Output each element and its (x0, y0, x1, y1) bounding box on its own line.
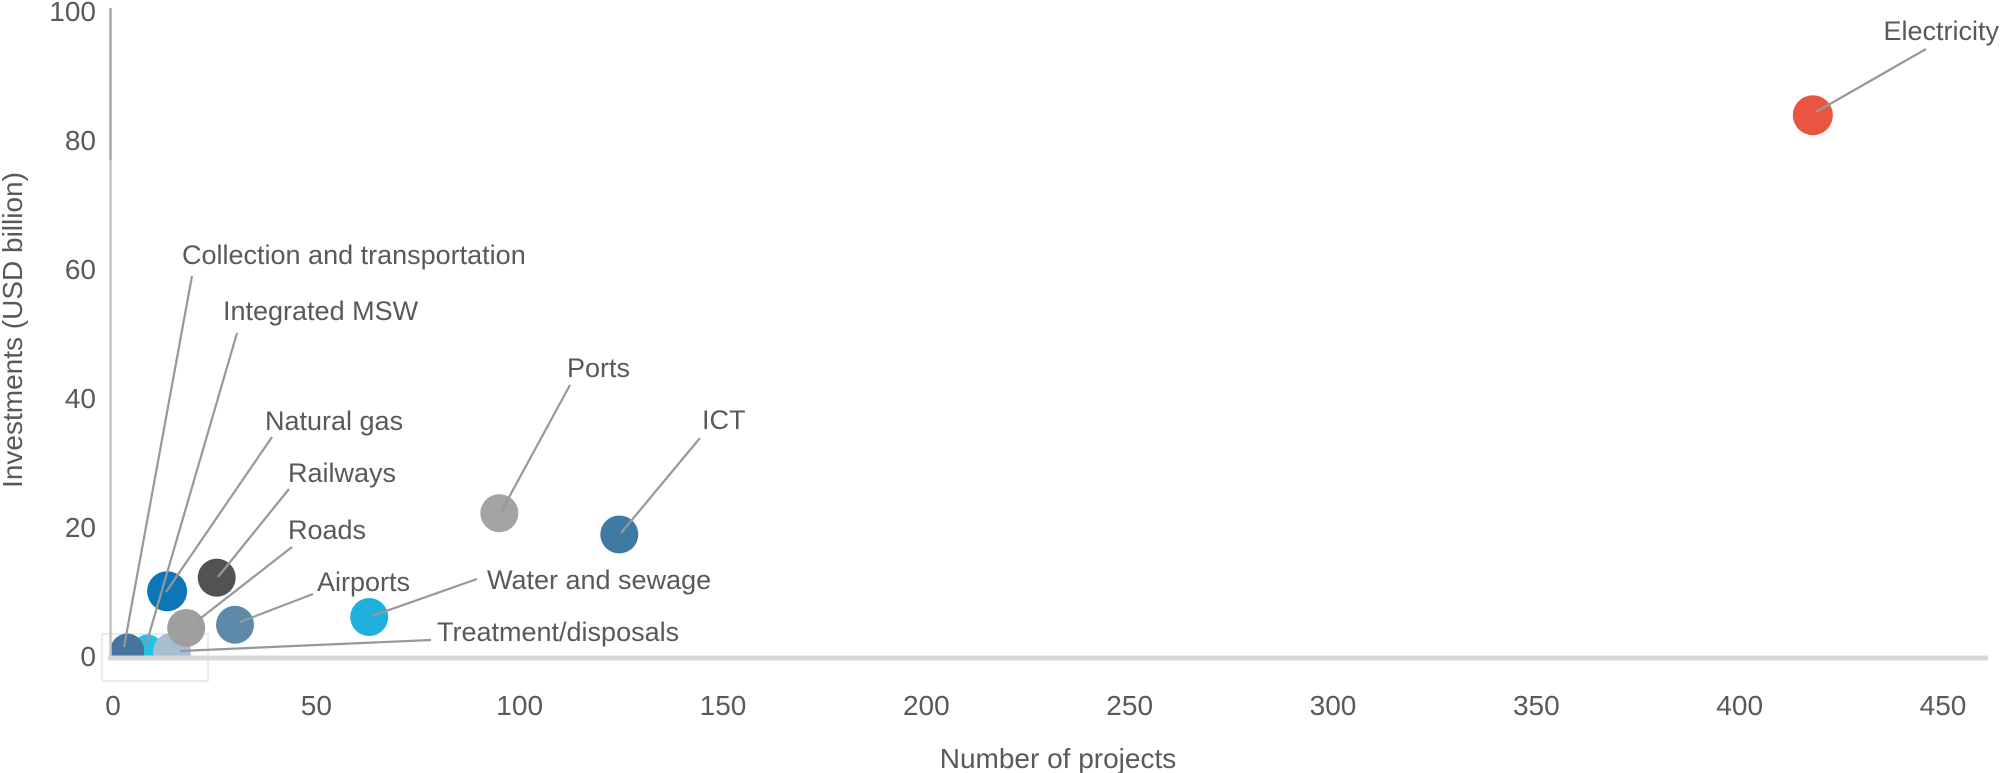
bubble-group (111, 95, 1833, 656)
leader-line-integrated-msw (144, 332, 239, 646)
x-tick-300: 300 (1310, 690, 1357, 721)
label-railways: Railways (288, 458, 396, 488)
x-tick-350: 350 (1513, 690, 1560, 721)
bubble-airports (216, 605, 254, 644)
leader-line-ports (500, 384, 571, 513)
label-electricity: Electricity (1883, 16, 1999, 46)
label-ports: Ports (567, 353, 630, 383)
leader-line-natural-gas (165, 436, 273, 593)
y-tick-40: 40 (65, 383, 96, 414)
y-tick-80: 80 (65, 125, 96, 156)
leader-line-treatment-disposals (179, 638, 432, 653)
bubble-electricity (1792, 95, 1833, 136)
x-tick-50: 50 (301, 690, 332, 721)
x-tick-200: 200 (903, 690, 950, 721)
bubble-ict (600, 515, 639, 554)
bubble-collection-and-transportation (111, 633, 145, 656)
x-tick-450: 450 (1920, 690, 1967, 721)
y-axis-title: Investments (USD billion) (0, 172, 28, 488)
leader-line-collection-and-transportation (122, 275, 194, 648)
label-treatment-disposals: Treatment/disposals (437, 617, 679, 647)
label-roads: Roads (288, 515, 366, 545)
label-integrated-msw: Integrated MSW (223, 296, 419, 326)
x-tick-0: 0 (105, 690, 121, 721)
leader-line-airports (239, 592, 314, 624)
bubble-water-and-sewage (350, 598, 389, 637)
y-tick-0: 0 (80, 641, 96, 672)
x-tick-250: 250 (1106, 690, 1153, 721)
y-tick-20: 20 (65, 512, 96, 543)
bubble-railways (197, 558, 236, 597)
y-tick-100: 100 (49, 0, 96, 27)
x-tick-100: 100 (496, 690, 543, 721)
leader-line-water-and-sewage (371, 577, 478, 618)
x-tick-400: 400 (1716, 690, 1763, 721)
leader-line-electricity (1815, 48, 1927, 113)
leader-line-railways (217, 488, 290, 578)
label-natural-gas: Natural gas (265, 406, 403, 436)
leader-line-roads (196, 546, 293, 622)
label-airports: Airports (317, 567, 410, 597)
leader-line-ict (620, 437, 701, 534)
label-water-and-sewage: Water and sewage (487, 565, 711, 595)
x-axis-title: Number of projects (940, 743, 1177, 773)
y-tick-60: 60 (65, 254, 96, 285)
label-ict: ICT (702, 405, 746, 435)
bubble-ports (480, 494, 519, 533)
label-collection-and-transportation: Collection and transportation (182, 240, 526, 270)
x-tick-150: 150 (700, 690, 747, 721)
bubble-roads (167, 608, 206, 647)
